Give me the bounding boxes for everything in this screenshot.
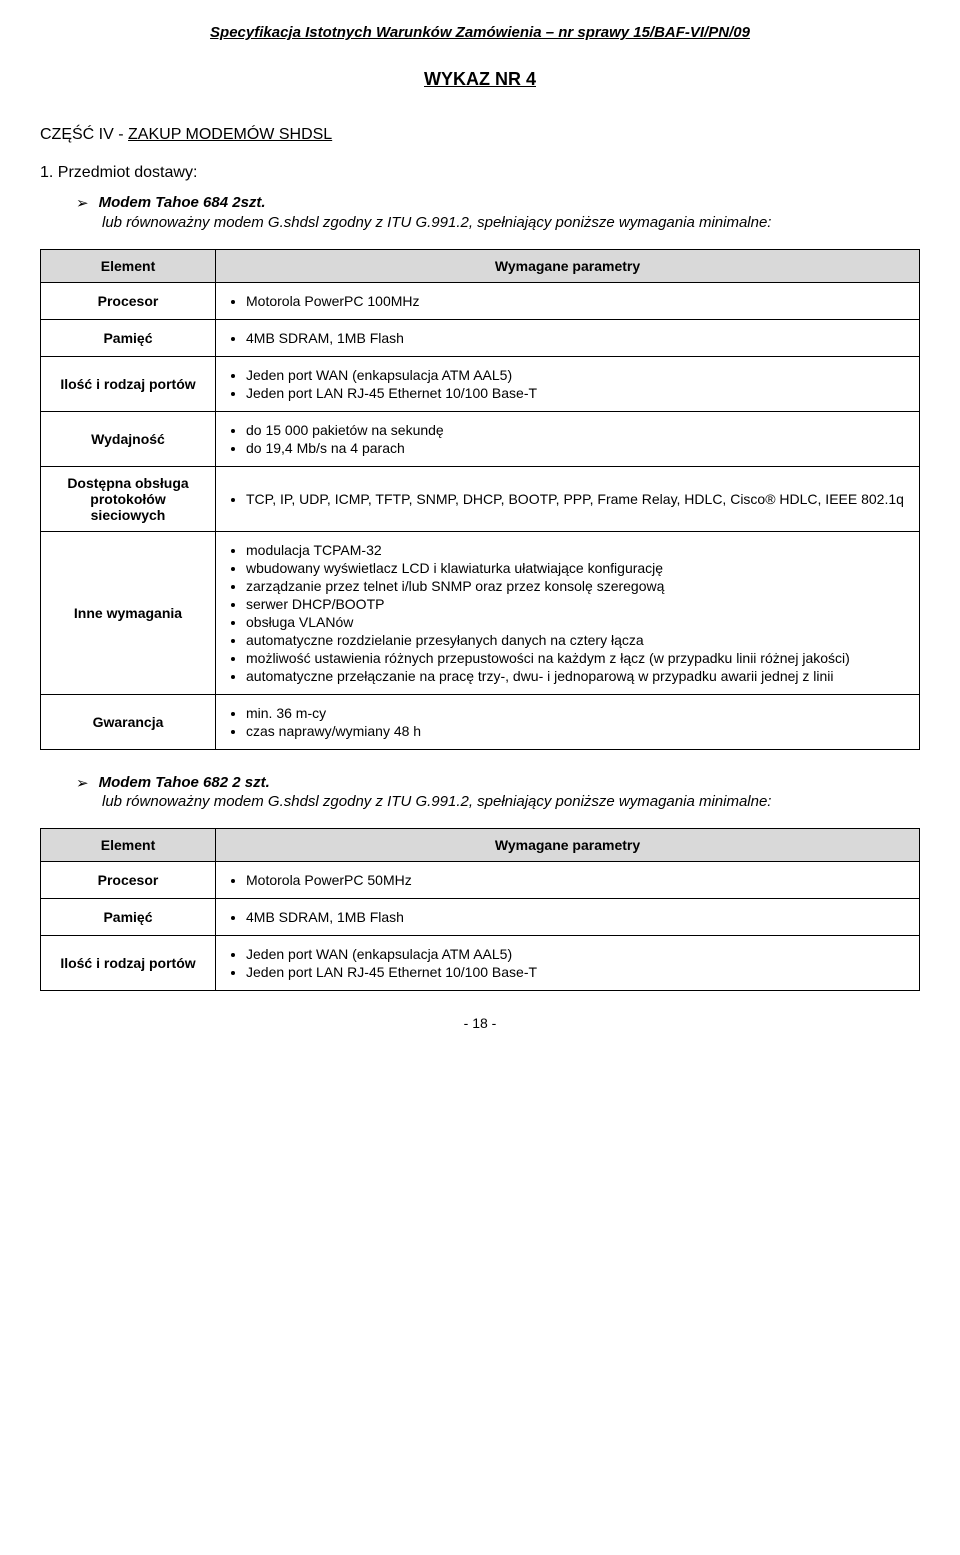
list-item: Motorola PowerPC 50MHz [246,872,907,888]
page-number: - 18 - [40,1015,920,1031]
row-label: Procesor [41,282,216,319]
row-label: Dostępna obsługa protokołów sieciowych [41,466,216,531]
row-label: Inne wymagania [41,531,216,694]
product-1-name: Modem Tahoe 684 2szt. [99,194,266,211]
table-2-header-right: Wymagane parametry [216,829,920,862]
row-value: Jeden port WAN (enkapsulacja ATM AAL5) J… [216,356,920,411]
row-value: TCP, IP, UDP, ICMP, TFTP, SNMP, DHCP, BO… [216,466,920,531]
list-item: automatyczne rozdzielanie przesyłanych d… [246,632,907,648]
row-label: Procesor [41,862,216,899]
list-item: wbudowany wyświetlacz LCD i klawiaturka … [246,560,907,576]
product-1-heading: ➢ Modem Tahoe 684 2szt. lub równoważny m… [76,194,920,231]
row-value: Jeden port WAN (enkapsulacja ATM AAL5) J… [216,936,920,991]
row-value: Motorola PowerPC 50MHz [216,862,920,899]
arrow-icon: ➢ [76,194,89,214]
list-item: modulacja TCPAM-32 [246,542,907,558]
page-title: WYKAZ NR 4 [40,69,920,90]
row-label: Pamięć [41,319,216,356]
list-item: 4MB SDRAM, 1MB Flash [246,909,907,925]
list-item: serwer DHCP/BOOTP [246,596,907,612]
section-heading-part: CZĘŚĆ IV - [40,126,128,143]
list-item: min. 36 m-cy [246,705,907,721]
table-row: Dostępna obsługa protokołów sieciowych T… [41,466,920,531]
row-value: Motorola PowerPC 100MHz [216,282,920,319]
table-row: Pamięć 4MB SDRAM, 1MB Flash [41,319,920,356]
list-item: Jeden port WAN (enkapsulacja ATM AAL5) [246,367,907,383]
row-value: modulacja TCPAM-32 wbudowany wyświetlacz… [216,531,920,694]
table-2-header-left: Element [41,829,216,862]
table-row: Procesor Motorola PowerPC 100MHz [41,282,920,319]
list-item: czas naprawy/wymiany 48 h [246,723,907,739]
section-heading: CZĘŚĆ IV - ZAKUP MODEMÓW SHDSL [40,126,920,144]
row-value: min. 36 m-cy czas naprawy/wymiany 48 h [216,694,920,749]
row-label: Ilość i rodzaj portów [41,356,216,411]
row-label: Wydajność [41,411,216,466]
list-item: obsługa VLANów [246,614,907,630]
section-heading-zakup: ZAKUP MODEMÓW SHDSL [128,126,332,143]
table-row: Gwarancja min. 36 m-cy czas naprawy/wymi… [41,694,920,749]
numbered-item-1: 1. Przedmiot dostawy: [40,164,920,182]
page-header: Specyfikacja Istotnych Warunków Zamówien… [40,24,920,41]
list-item: Jeden port LAN RJ-45 Ethernet 10/100 Bas… [246,385,907,401]
table-row: Ilość i rodzaj portów Jeden port WAN (en… [41,356,920,411]
table-row: Ilość i rodzaj portów Jeden port WAN (en… [41,936,920,991]
row-label: Gwarancja [41,694,216,749]
list-item: zarządzanie przez telnet i/lub SNMP oraz… [246,578,907,594]
list-item: możliwość ustawienia różnych przepustowo… [246,650,907,666]
row-label: Ilość i rodzaj portów [41,936,216,991]
table-row: Pamięć 4MB SDRAM, 1MB Flash [41,899,920,936]
spec-table-2: Element Wymagane parametry Procesor Moto… [40,828,920,991]
row-label: Pamięć [41,899,216,936]
spec-table-1: Element Wymagane parametry Procesor Moto… [40,249,920,750]
list-item: TCP, IP, UDP, ICMP, TFTP, SNMP, DHCP, BO… [246,491,907,507]
row-value: 4MB SDRAM, 1MB Flash [216,319,920,356]
list-item: do 19,4 Mb/s na 4 parach [246,440,907,456]
list-item: do 15 000 pakietów na sekundę [246,422,907,438]
table-row: Procesor Motorola PowerPC 50MHz [41,862,920,899]
table-1-header-left: Element [41,249,216,282]
list-item: Jeden port WAN (enkapsulacja ATM AAL5) [246,946,907,962]
row-value: do 15 000 pakietów na sekundę do 19,4 Mb… [216,411,920,466]
product-2-heading: ➢ Modem Tahoe 682 2 szt. lub równoważny … [76,774,920,811]
product-1-note: lub równoważny modem G.shdsl zgodny z IT… [102,214,920,231]
list-item: automatyczne przełączanie na pracę trzy-… [246,668,907,684]
row-value: 4MB SDRAM, 1MB Flash [216,899,920,936]
table-1-header-right: Wymagane parametry [216,249,920,282]
table-row: Wydajność do 15 000 pakietów na sekundę … [41,411,920,466]
table-row: Inne wymagania modulacja TCPAM-32 wbudow… [41,531,920,694]
list-item: Jeden port LAN RJ-45 Ethernet 10/100 Bas… [246,964,907,980]
list-item: 4MB SDRAM, 1MB Flash [246,330,907,346]
list-item: Motorola PowerPC 100MHz [246,293,907,309]
product-2-name: Modem Tahoe 682 2 szt. [99,774,270,791]
product-2-note: lub równoważny modem G.shdsl zgodny z IT… [102,793,920,810]
arrow-icon: ➢ [76,774,89,794]
